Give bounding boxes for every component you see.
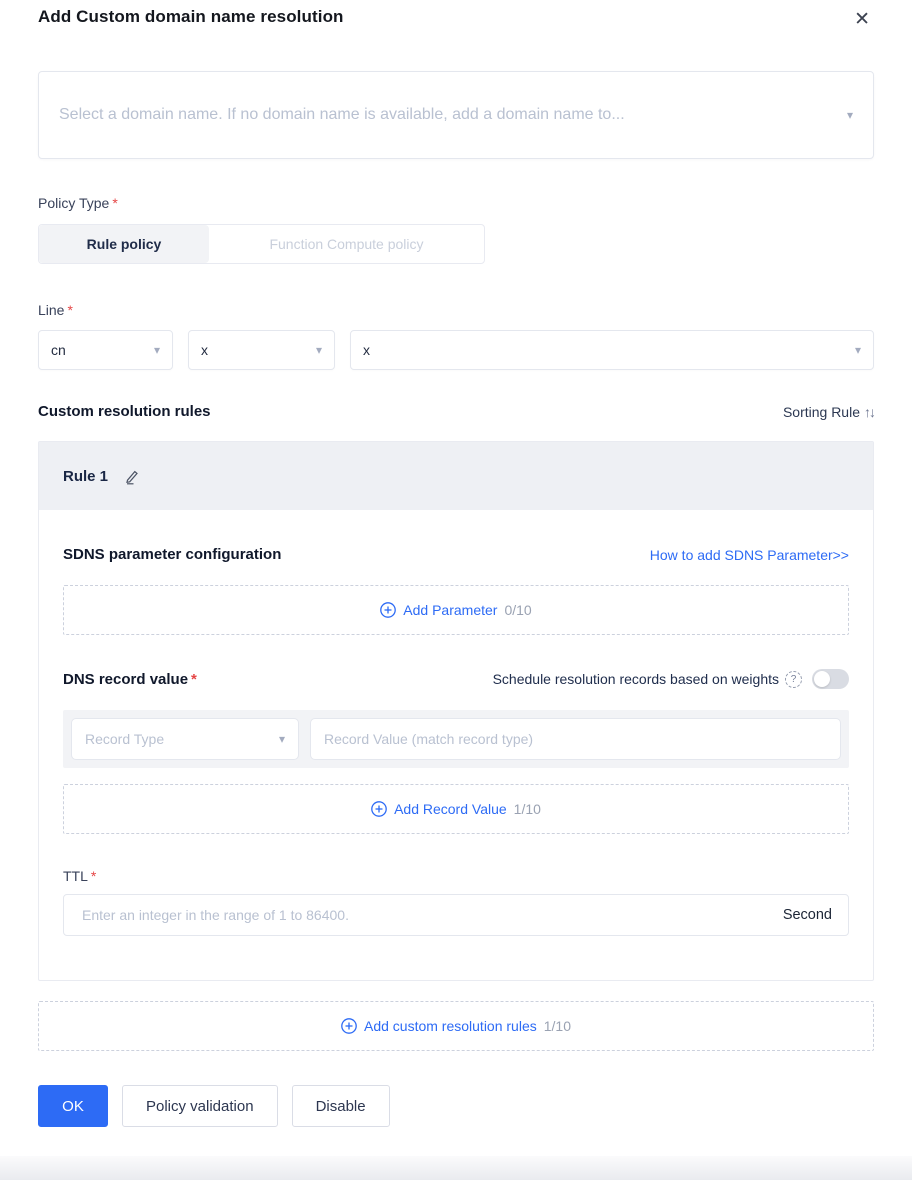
ttl-label: TTL * <box>63 868 97 884</box>
policy-validation-button[interactable]: Policy validation <box>122 1085 278 1127</box>
add-rule-label: Add custom resolution rules <box>363 1018 537 1034</box>
ttl-input[interactable] <box>80 906 771 924</box>
weights-toggle[interactable] <box>812 669 849 689</box>
chevron-down-icon: ▾ <box>854 343 861 357</box>
record-type-placeholder: Record Type <box>85 731 165 747</box>
close-icon: ✕ <box>854 9 870 30</box>
line-select-2-value: x <box>201 342 208 358</box>
toggle-knob <box>814 671 830 687</box>
domain-select-placeholder: Select a domain name. If no domain name … <box>59 106 625 123</box>
policy-type-tabs: Rule policy Function Compute policy <box>38 224 485 264</box>
page-background-edge <box>0 1156 912 1180</box>
dns-record-heading: DNS record value * <box>63 670 197 688</box>
ok-button[interactable]: OK <box>38 1085 108 1127</box>
chevron-down-icon: ▾ <box>278 732 285 746</box>
dialog-footer: OK Policy validation Disable <box>38 1085 874 1127</box>
rule-title: Rule 1 <box>63 467 109 485</box>
pencil-icon <box>123 468 140 485</box>
chevron-down-icon: ▾ <box>846 108 853 122</box>
tab-label: Rule policy <box>86 236 162 252</box>
required-marker: * <box>112 195 118 211</box>
line-select-3[interactable]: x ▾ <box>350 330 874 370</box>
chevron-down-icon: ▾ <box>315 343 322 357</box>
required-marker: * <box>90 868 97 884</box>
sdns-header-row: SDNS parameter configuration How to add … <box>63 510 849 563</box>
line-select-1[interactable]: cn ▾ <box>38 330 173 370</box>
plus-circle-icon <box>371 801 387 817</box>
weights-control: Schedule resolution records based on wei… <box>493 669 849 689</box>
rule-card-header: Rule 1 <box>39 442 873 510</box>
policy-type-label: Policy Type * <box>38 195 118 211</box>
add-custom-resolution-rules-button[interactable]: Add custom resolution rules 1/10 <box>38 1001 874 1051</box>
edit-rule-name-button[interactable] <box>123 468 140 485</box>
add-record-value-label: Add Record Value <box>394 801 507 817</box>
sorting-rule-button[interactable]: Sorting Rule ↑↓ <box>782 403 876 420</box>
tab-label: Function Compute policy <box>269 236 424 252</box>
line-select-2[interactable]: x ▾ <box>188 330 335 370</box>
record-value-count: 1/10 <box>513 801 541 817</box>
line-select-1-value: cn <box>51 342 66 358</box>
dialog-title: Add Custom domain name resolution <box>38 7 344 26</box>
weights-label: Schedule resolution records based on wei… <box>492 671 779 687</box>
plus-circle-icon <box>380 602 397 618</box>
sdns-heading: SDNS parameter configuration <box>63 546 282 563</box>
chevron-down-icon: ▾ <box>153 343 160 357</box>
record-value-input[interactable] <box>310 718 841 760</box>
record-type-select[interactable]: Record Type ▾ <box>71 718 299 760</box>
ttl-field: Second <box>63 894 849 936</box>
disable-button[interactable]: Disable <box>291 1085 390 1127</box>
required-marker: * <box>191 670 197 688</box>
custom-rules-header: Custom resolution rules Sorting Rule ↑↓ <box>38 403 876 420</box>
help-icon[interactable]: ? <box>785 670 802 688</box>
add-parameter-button[interactable]: Add Parameter 0/10 <box>63 585 849 635</box>
ttl-unit-label: Second <box>782 907 832 923</box>
required-marker: * <box>67 302 73 318</box>
line-select-3-value: x <box>363 342 370 358</box>
record-row: Record Type ▾ <box>63 710 849 768</box>
add-custom-domain-resolution-dialog: Add Custom domain name resolution ✕ Sele… <box>38 0 876 1127</box>
tab-function-compute-policy[interactable]: Function Compute policy <box>209 225 484 263</box>
line-selects-row: cn ▾ x ▾ x ▾ <box>38 330 874 370</box>
dns-record-header-row: DNS record value * Schedule resolution re… <box>63 669 849 689</box>
rule-count: 1/10 <box>543 1018 571 1034</box>
rule-card: Rule 1 SDNS parameter configuration How … <box>38 441 874 981</box>
sdns-help-link[interactable]: How to add SDNS Parameter>> <box>649 546 849 563</box>
tab-rule-policy[interactable]: Rule policy <box>39 225 209 263</box>
plus-circle-icon <box>341 1018 357 1034</box>
close-button[interactable]: ✕ <box>850 8 874 31</box>
rule-card-body: SDNS parameter configuration How to add … <box>39 510 873 980</box>
custom-rules-heading: Custom resolution rules <box>38 403 211 420</box>
add-parameter-label: Add Parameter <box>403 602 498 618</box>
add-record-value-button[interactable]: Add Record Value 1/10 <box>63 784 849 834</box>
dialog-header: Add Custom domain name resolution ✕ <box>38 0 874 31</box>
sorting-rule-label: Sorting Rule <box>782 403 860 420</box>
domain-name-select[interactable]: Select a domain name. If no domain name … <box>38 71 874 159</box>
line-label: Line * <box>38 302 73 318</box>
parameter-count: 0/10 <box>504 602 532 618</box>
sort-arrows-icon: ↑↓ <box>864 403 876 420</box>
